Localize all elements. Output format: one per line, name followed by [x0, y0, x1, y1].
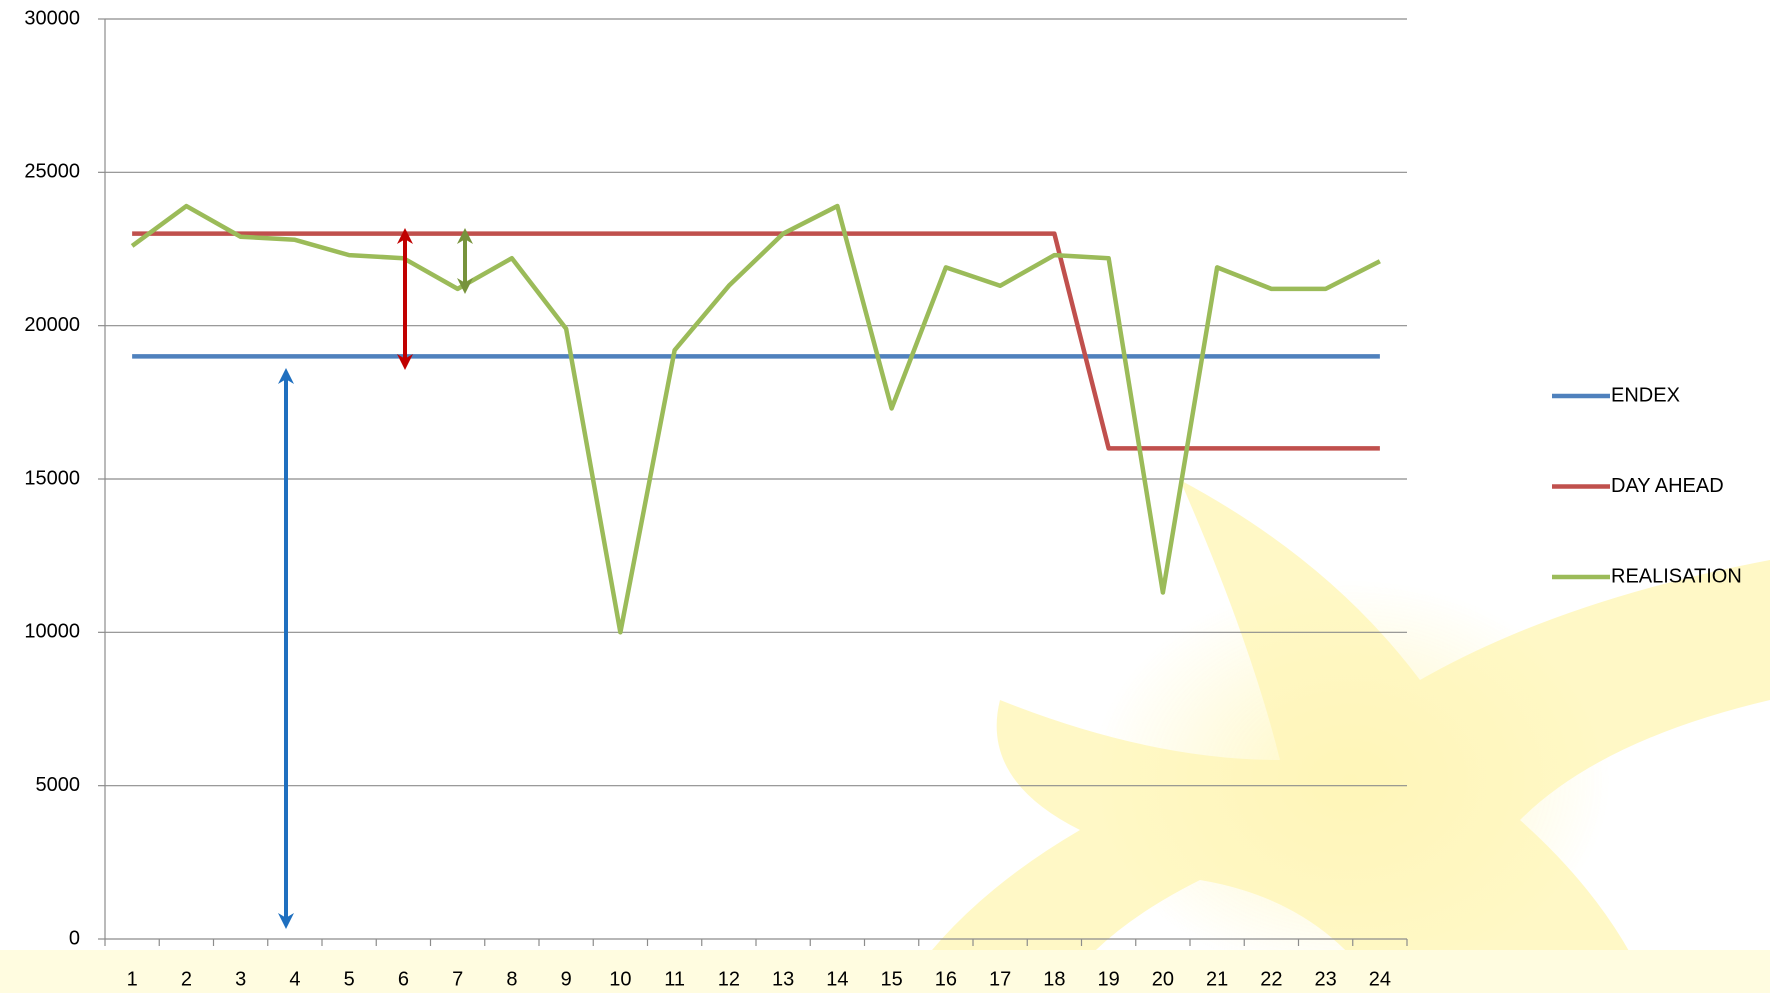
y-tick-label: 25000	[24, 161, 80, 183]
x-tick-label: 13	[772, 968, 794, 990]
x-tick-label: 16	[935, 968, 957, 990]
legend: ENDEX DAY AHEAD REALISATION	[1552, 384, 1742, 587]
x-tick-label: 14	[826, 968, 848, 990]
chart: 0500010000150002000025000300001234567891…	[0, 0, 1770, 993]
page: 0500010000150002000025000300001234567891…	[0, 0, 1770, 993]
x-tick-label: 10	[609, 968, 631, 990]
x-tick-label: 18	[1043, 968, 1065, 990]
x-tick-label: 9	[561, 968, 572, 990]
legend-label: REALISATION	[1611, 565, 1742, 587]
x-tick-label: 1	[127, 968, 138, 990]
x-tick-label: 6	[398, 968, 409, 990]
x-tick-label: 4	[289, 968, 300, 990]
y-tick-label: 0	[69, 927, 80, 949]
background-decoration	[0, 480, 1770, 993]
legend-label: DAY AHEAD	[1611, 475, 1724, 497]
y-tick-label: 15000	[24, 467, 80, 489]
y-tick-label: 5000	[36, 774, 81, 796]
x-tick-label: 12	[718, 968, 740, 990]
x-tick-label: 5	[344, 968, 355, 990]
x-tick-label: 3	[235, 968, 246, 990]
y-tick-label: 10000	[24, 621, 80, 643]
annotations	[286, 236, 465, 921]
x-tick-label: 11	[664, 968, 685, 990]
x-tick-label: 15	[881, 968, 903, 990]
x-tick-label: 22	[1260, 968, 1282, 990]
x-tick-label: 8	[506, 968, 517, 990]
y-tick-label: 30000	[24, 7, 80, 29]
x-tick-label: 2	[181, 968, 192, 990]
x-tick-label: 23	[1315, 968, 1337, 990]
x-tick-label: 19	[1098, 968, 1120, 990]
x-tick-label: 7	[452, 968, 463, 990]
x-tick-label: 24	[1369, 968, 1391, 990]
x-tick-label: 21	[1206, 968, 1228, 990]
x-tick-label: 17	[989, 968, 1011, 990]
series-line	[132, 206, 1380, 632]
y-tick-label: 20000	[24, 314, 80, 336]
legend-label: ENDEX	[1611, 384, 1680, 406]
x-tick-label: 20	[1152, 968, 1174, 990]
